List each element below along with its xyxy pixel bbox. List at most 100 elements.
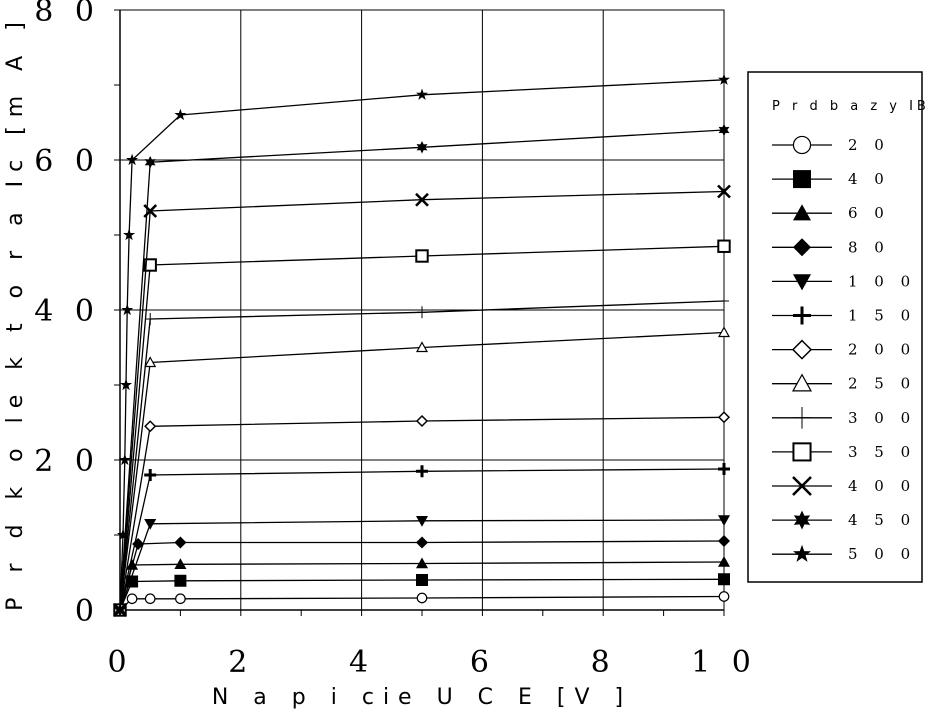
- legend-marker: [793, 170, 811, 189]
- data-point: [415, 249, 429, 263]
- data-point: [416, 574, 428, 586]
- legend-label: 1 0 0: [848, 272, 916, 290]
- data-point: [718, 573, 730, 586]
- series-line: [119, 245, 725, 611]
- data-point: [117, 528, 130, 541]
- x-tick-label: 6: [470, 645, 495, 680]
- x-tick-label: 1 0: [691, 645, 757, 680]
- legend-marker: [793, 544, 811, 562]
- data-point: [121, 303, 134, 316]
- data-point: [174, 558, 187, 570]
- data-point: [126, 153, 139, 166]
- series-line: [119, 79, 725, 611]
- y-tick-label: 8 0: [34, 0, 100, 29]
- legend-item: 4 5 0: [772, 510, 916, 530]
- legend-box: [747, 71, 923, 583]
- data-point: [175, 593, 186, 605]
- legend-label: 2 0: [848, 136, 890, 154]
- series-line: [119, 468, 725, 611]
- data-point: [718, 463, 730, 475]
- legend-label: 5 0 0: [848, 545, 916, 563]
- legend-marker: [791, 373, 813, 392]
- legend-label: 4 0: [848, 170, 890, 188]
- data-point: [717, 184, 731, 199]
- legend-label: 1 5 0: [848, 307, 916, 325]
- data-point: [717, 326, 731, 338]
- legend-marker: [792, 135, 812, 155]
- x-tick-label: 0: [107, 645, 132, 680]
- series-line: [119, 331, 725, 611]
- legend-marker: [793, 306, 811, 325]
- legend-label: 4 0 0: [848, 477, 916, 495]
- legend-label: 4 5 0: [848, 511, 916, 529]
- series-line: [119, 519, 725, 611]
- data-point: [144, 593, 156, 605]
- x-tick-label: 2: [228, 645, 253, 680]
- legend-item: 2 5 0: [772, 373, 916, 393]
- data-point: [718, 73, 730, 85]
- legend-item: 1 5 0: [772, 306, 916, 325]
- data-point: [145, 313, 156, 325]
- y-axis-label: P r d k o le k t o r a Ic [m A ]: [3, 13, 28, 611]
- data-point: [718, 123, 730, 137]
- legend-item: 2 0 0: [772, 339, 916, 360]
- legend-item: 8 0: [772, 238, 890, 257]
- data-point: [415, 414, 429, 428]
- legend-label: 6 0: [848, 204, 890, 222]
- legend: P r d b a z y IB [u A ] 2 0 4 0 6 0 8 0 1 0 …: [747, 71, 931, 583]
- data-point: [416, 592, 428, 604]
- data-point: [144, 518, 157, 530]
- legend-item: 3 0 0: [772, 407, 916, 429]
- data-point: [416, 536, 428, 549]
- series-line: [119, 190, 725, 611]
- data-point: [174, 574, 187, 587]
- data-point: [416, 88, 428, 100]
- data-point: [415, 192, 429, 207]
- legend-marker: [792, 476, 812, 496]
- y-tick-label: 2 0: [34, 444, 100, 479]
- data-point: [719, 295, 729, 307]
- data-point: [126, 593, 138, 605]
- y-tick-label: 4 0: [34, 294, 100, 329]
- legend-item: 6 0: [772, 204, 890, 222]
- x-tick-label: 4: [349, 645, 374, 680]
- data-point: [416, 515, 428, 527]
- legend-label: 3 0 0: [848, 409, 916, 427]
- x-tick-label: 8: [591, 645, 616, 680]
- data-point: [120, 378, 133, 391]
- y-tick-label: 6 0: [34, 144, 100, 179]
- legend-marker: [793, 510, 811, 530]
- data-point: [118, 453, 131, 466]
- legend-label: 3 5 0: [848, 443, 916, 461]
- data-point: [114, 603, 126, 616]
- data-point: [718, 535, 730, 547]
- legend-marker: [793, 407, 811, 429]
- series-12: [114, 73, 730, 616]
- data-point: [144, 469, 157, 481]
- legend-item: 4 0: [772, 170, 890, 189]
- data-point: [416, 465, 428, 478]
- data-point: [144, 356, 157, 368]
- legend-label: 2 5 0: [848, 375, 916, 393]
- series-9: [113, 239, 731, 617]
- data-point: [717, 411, 731, 424]
- series-line: [119, 129, 725, 611]
- y-tick-label: 0: [75, 594, 100, 629]
- legend-item: 1 0 0: [772, 272, 916, 291]
- grid: [114, 9, 725, 616]
- data-point: [415, 341, 429, 353]
- series-group: [113, 73, 731, 617]
- legend-item: 5 0 0: [772, 544, 916, 563]
- legend-item: 4 0 0: [772, 476, 916, 496]
- legend-items: 2 0 4 0 6 0 8 0 1 0 0 1 5 0 2 0 0 2 5 0 3 0 0 3 5…: [772, 135, 916, 563]
- data-point: [174, 536, 187, 549]
- series-1: [114, 573, 730, 616]
- legend-label: 8 0: [848, 238, 890, 256]
- data-point: [416, 140, 428, 154]
- legend-label: 2 0 0: [848, 341, 916, 359]
- data-point: [717, 239, 731, 253]
- legend-marker: [791, 339, 813, 360]
- data-point: [143, 258, 157, 272]
- legend-item: 2 0: [772, 135, 890, 155]
- legend-marker: [793, 238, 811, 257]
